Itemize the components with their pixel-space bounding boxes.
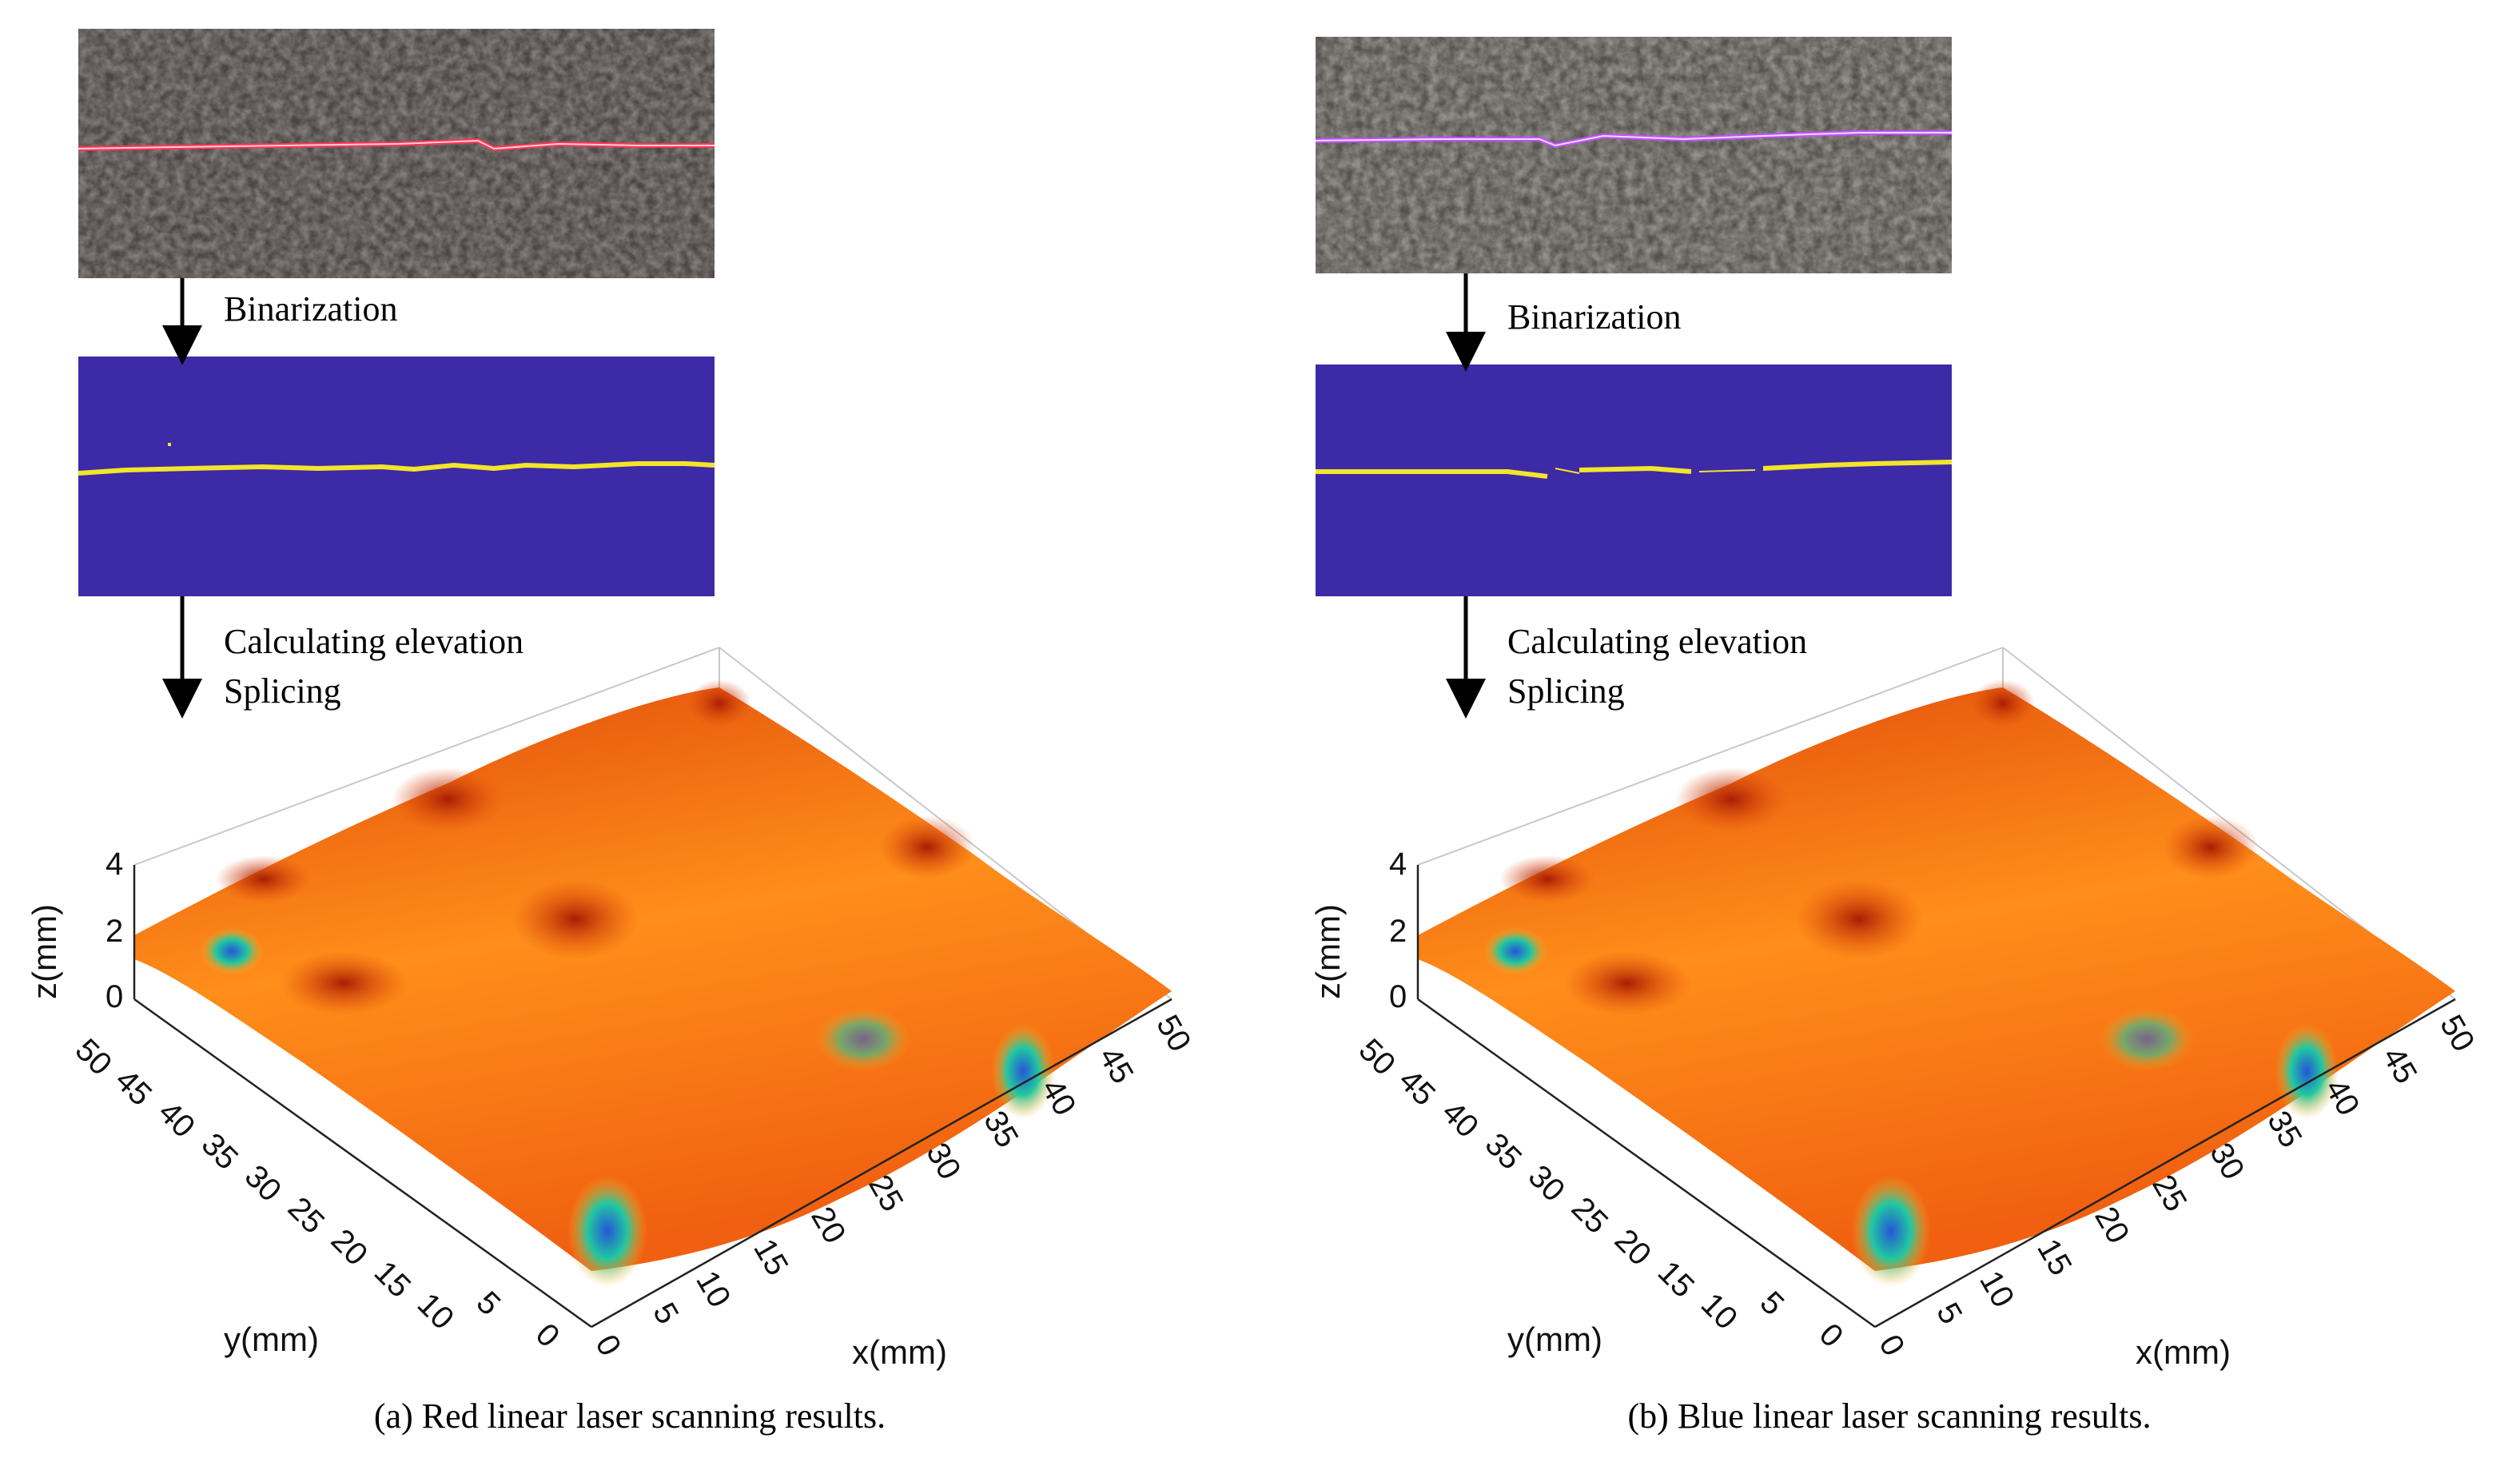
svg-text:0: 0 [1872, 1329, 1911, 1362]
panel-b: Binarization Calculating elevation Splic… [1260, 0, 2519, 1474]
svg-text:10: 10 [689, 1265, 737, 1314]
z-tick-2: 2 [105, 914, 123, 949]
svg-text:10: 10 [1694, 1286, 1745, 1337]
svg-text:10: 10 [1973, 1265, 2020, 1314]
z-tick-0: 0 [105, 979, 123, 1014]
svg-text:50: 50 [69, 1032, 119, 1082]
step-binarization: Binarization [224, 289, 398, 329]
x-axis-label: x(mm) [852, 1333, 947, 1371]
axes-a [133, 865, 1172, 1329]
soil-photo-image [78, 29, 715, 278]
svg-text:5: 5 [646, 1297, 685, 1330]
svg-text:5: 5 [470, 1285, 508, 1322]
svg-text:0: 0 [529, 1317, 567, 1354]
svg-text:25: 25 [281, 1190, 332, 1241]
svg-text:45: 45 [1092, 1042, 1140, 1090]
svg-text:20: 20 [324, 1222, 375, 1273]
svg-text:15: 15 [368, 1254, 418, 1305]
laser-photo-red [78, 29, 715, 278]
soil-photo-image [1316, 37, 1952, 273]
svg-text:20: 20 [1608, 1222, 1658, 1273]
y-axis-label: y(mm) [1507, 1321, 1602, 1358]
svg-text:40: 40 [152, 1094, 202, 1145]
panel-a: Binarization Calculating elevation Splic… [26, 29, 1198, 1436]
svg-text:40: 40 [1435, 1094, 1486, 1145]
svg-text:25: 25 [1565, 1190, 1615, 1241]
svg-text:35: 35 [195, 1126, 245, 1177]
binarized-image-a [78, 357, 715, 596]
svg-text:10: 10 [411, 1286, 461, 1337]
svg-text:5: 5 [1754, 1285, 1791, 1322]
z-axis-label: z(mm) [26, 904, 63, 999]
surface-plot-b: 4 2 0 z(mm) 50 45 40 35 30 25 20 15 10 5… [1309, 647, 2482, 1371]
svg-text:0: 0 [1813, 1317, 1850, 1354]
z-tick-0: 0 [1389, 979, 1407, 1014]
binarized-line-a [78, 461, 715, 476]
z-axis-label: z(mm) [1309, 904, 1347, 999]
svg-text:30: 30 [1522, 1158, 1572, 1209]
step-calculating-elevation: Calculating elevation [1507, 622, 1808, 661]
x-axis-label: x(mm) [2136, 1333, 2231, 1371]
svg-text:15: 15 [1651, 1254, 1702, 1305]
caption-b: (b) Blue linear laser scanning results. [1627, 1396, 2152, 1436]
binarized-image-b [1316, 365, 1952, 604]
svg-text:0: 0 [588, 1329, 627, 1362]
svg-text:45: 45 [2375, 1042, 2423, 1090]
z-tick-2: 2 [1389, 914, 1407, 949]
svg-text:15: 15 [2030, 1233, 2078, 1282]
svg-text:45: 45 [109, 1062, 159, 1113]
step-splicing: Splicing [1507, 671, 1625, 711]
step-calculating-elevation: Calculating elevation [224, 622, 524, 661]
svg-text:45: 45 [1392, 1062, 1443, 1113]
step-splicing: Splicing [224, 671, 341, 711]
step-binarization: Binarization [1507, 297, 1682, 337]
z-tick-4: 4 [1389, 847, 1407, 882]
caption-a: (a) Red linear laser scanning results. [373, 1396, 886, 1436]
axes-b [1416, 865, 2456, 1329]
z-tick-4: 4 [105, 847, 123, 882]
svg-text:5: 5 [1929, 1297, 1969, 1330]
svg-text:50: 50 [2433, 1010, 2481, 1058]
svg-text:50: 50 [1149, 1010, 1197, 1058]
svg-text:35: 35 [1479, 1126, 1529, 1177]
binarized-line-b [1316, 460, 1952, 479]
surface-plot-a: 4 2 0 z(mm) 50 45 40 35 30 25 20 15 10 5… [26, 647, 1198, 1371]
svg-text:50: 50 [1352, 1032, 1403, 1082]
svg-text:15: 15 [746, 1233, 794, 1282]
laser-photo-blue [1316, 37, 1952, 286]
svg-text:30: 30 [238, 1158, 289, 1209]
y-axis-label: y(mm) [224, 1321, 319, 1358]
